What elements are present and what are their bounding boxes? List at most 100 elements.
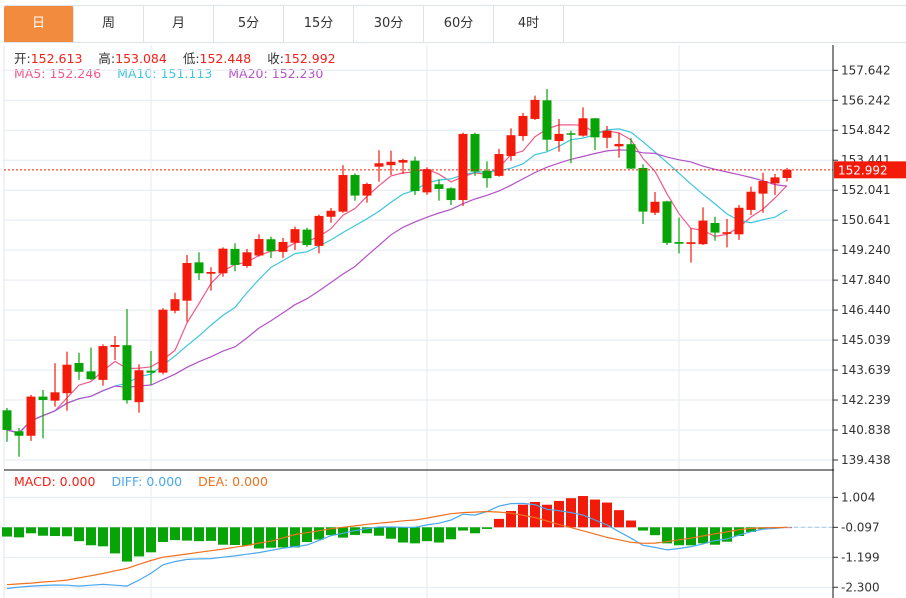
price-tick-label: 149.240: [841, 243, 891, 257]
candle-body: [266, 239, 276, 252]
ma-info: MA5: 152.246 MA10: 151.113 MA20: 152.230: [14, 66, 323, 81]
candle-body: [242, 252, 252, 267]
candle-body: [314, 215, 324, 246]
candle-body: [302, 229, 312, 246]
macd-bar: [722, 527, 732, 542]
candle-body: [146, 370, 156, 373]
candle-body: [650, 201, 660, 213]
macd-bar: [302, 527, 312, 542]
candle-body: [74, 362, 84, 372]
candle-body: [698, 220, 708, 245]
macd-tick-label: -1.199: [841, 550, 880, 564]
candle: [38, 389, 48, 439]
candle: [782, 167, 792, 182]
macd-bar: [2, 527, 12, 537]
candle: [134, 364, 144, 413]
macd-bar: [614, 510, 624, 528]
macd-bar: [602, 502, 612, 528]
candle: [470, 132, 480, 176]
candle: [758, 172, 768, 213]
candle-body: [602, 130, 612, 138]
candle: [14, 428, 24, 457]
price-tick-label: 150.641: [841, 213, 891, 227]
macd-bar: [26, 527, 36, 534]
candle: [110, 336, 120, 360]
price-tick-label: 156.242: [841, 93, 891, 107]
macd-bar: [254, 527, 264, 549]
macd-bar: [710, 527, 720, 545]
candle-body: [542, 100, 552, 140]
candle-body: [122, 345, 132, 401]
candle: [686, 228, 696, 263]
candle: [338, 165, 348, 213]
candle-body: [626, 144, 636, 169]
candle-body: [518, 115, 528, 137]
candle: [482, 161, 492, 188]
candle: [170, 292, 180, 314]
ma10-value: MA10: 151.113: [117, 66, 213, 81]
candle-body: [170, 299, 180, 311]
price-tick-label: 140.838: [841, 423, 891, 437]
open-label: 开:: [14, 51, 31, 66]
macd-tick-label: -2.300: [841, 580, 880, 594]
price-tick-label: 152.041: [841, 183, 891, 197]
price-tick-label: 157.642: [841, 63, 891, 77]
tab-0[interactable]: 日: [4, 6, 74, 42]
tab-5[interactable]: 30分: [354, 6, 424, 42]
candle-body: [290, 229, 300, 243]
macd-bar: [590, 499, 600, 528]
candle-body: [446, 188, 456, 201]
candle: [26, 394, 36, 441]
candle: [554, 118, 564, 152]
tab-3[interactable]: 5分: [214, 6, 284, 42]
macd-bar: [242, 527, 252, 546]
tab-1[interactable]: 周: [74, 6, 144, 42]
candle: [410, 156, 420, 195]
candle: [278, 237, 288, 258]
candle-body: [218, 248, 228, 274]
candle: [206, 267, 216, 291]
macd-bar: [698, 527, 708, 544]
tab-2[interactable]: 月: [144, 6, 214, 42]
macd-bar: [182, 527, 192, 541]
macd-bar: [230, 527, 240, 545]
macd-bar: [266, 527, 276, 548]
macd-bar: [446, 527, 456, 540]
tab-4[interactable]: 15分: [284, 6, 354, 42]
candle-body: [746, 191, 756, 210]
candle-body: [530, 99, 540, 119]
candle-body: [254, 239, 264, 256]
high-value: 153.084: [115, 51, 167, 66]
candle-body: [350, 175, 360, 196]
candle-body: [374, 163, 384, 167]
macd-tick-label: -0.097: [841, 520, 880, 534]
candle-body: [206, 272, 216, 274]
candle: [266, 236, 276, 259]
candle: [74, 352, 84, 380]
macd-bar: [194, 527, 204, 542]
tab-7[interactable]: 4时: [494, 6, 564, 42]
candle-body: [98, 346, 108, 380]
macd-bar: [146, 527, 156, 553]
last-price-label: 152.992: [838, 163, 888, 177]
candle-body: [338, 175, 348, 212]
candle-body: [362, 184, 372, 196]
candle: [746, 186, 756, 216]
price-tick-label: 146.440: [841, 303, 891, 317]
candle-body: [578, 118, 588, 136]
macd-bar: [650, 527, 660, 536]
candle: [2, 407, 12, 442]
candle: [242, 248, 252, 268]
candle: [578, 107, 588, 137]
dea-line: [6, 510, 788, 586]
candle: [362, 182, 372, 203]
macd-bar: [626, 520, 636, 528]
tab-6[interactable]: 60分: [424, 6, 494, 42]
candle: [398, 158, 408, 174]
macd-bar: [374, 527, 384, 536]
period-tabs: 日周月 5分 15分 30分 60分 4时: [4, 5, 906, 43]
macd-bar: [494, 518, 504, 528]
macd-bar: [530, 502, 540, 528]
y-axis-bg: [834, 45, 906, 598]
